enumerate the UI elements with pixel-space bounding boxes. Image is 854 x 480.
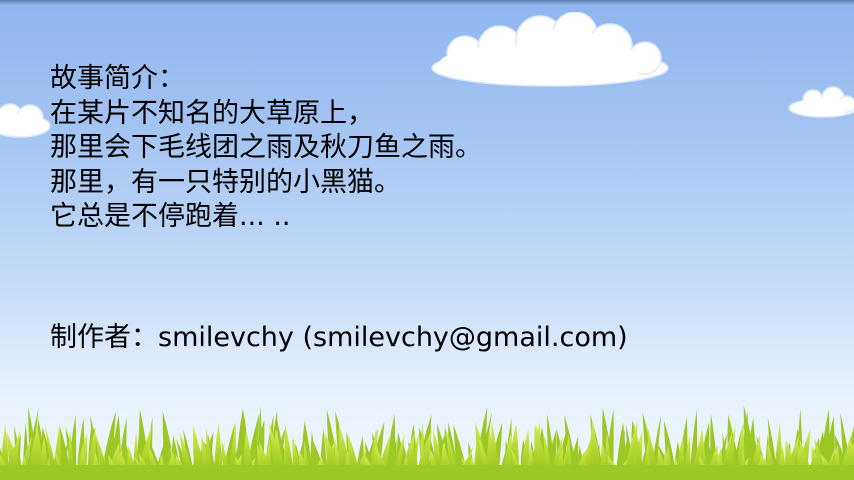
story-heading: 故事简介：: [50, 63, 185, 94]
story-line-4: 它总是不停跑着... ..: [50, 201, 291, 232]
story-line-3: 那里，有一只特别的小黑猫。: [50, 166, 401, 198]
top-edge: [0, 0, 854, 5]
cloud-top-right: [431, 12, 669, 87]
author-credit: 制作者：smilevchy (smilevchy@gmail.com): [50, 322, 628, 353]
story-line-2: 那里会下毛线团之雨及秋刀鱼之雨。: [50, 132, 482, 163]
cloud-right: [788, 86, 854, 118]
story-intro: 故事简介： 在某片不知名的大草原上， 那里会下毛线团之雨及秋刀鱼之雨。 那里，有…: [50, 62, 482, 235]
cloud-left: [0, 103, 51, 138]
story-line-1: 在某片不知名的大草原上，: [50, 97, 374, 129]
grass-icon: [0, 405, 854, 480]
